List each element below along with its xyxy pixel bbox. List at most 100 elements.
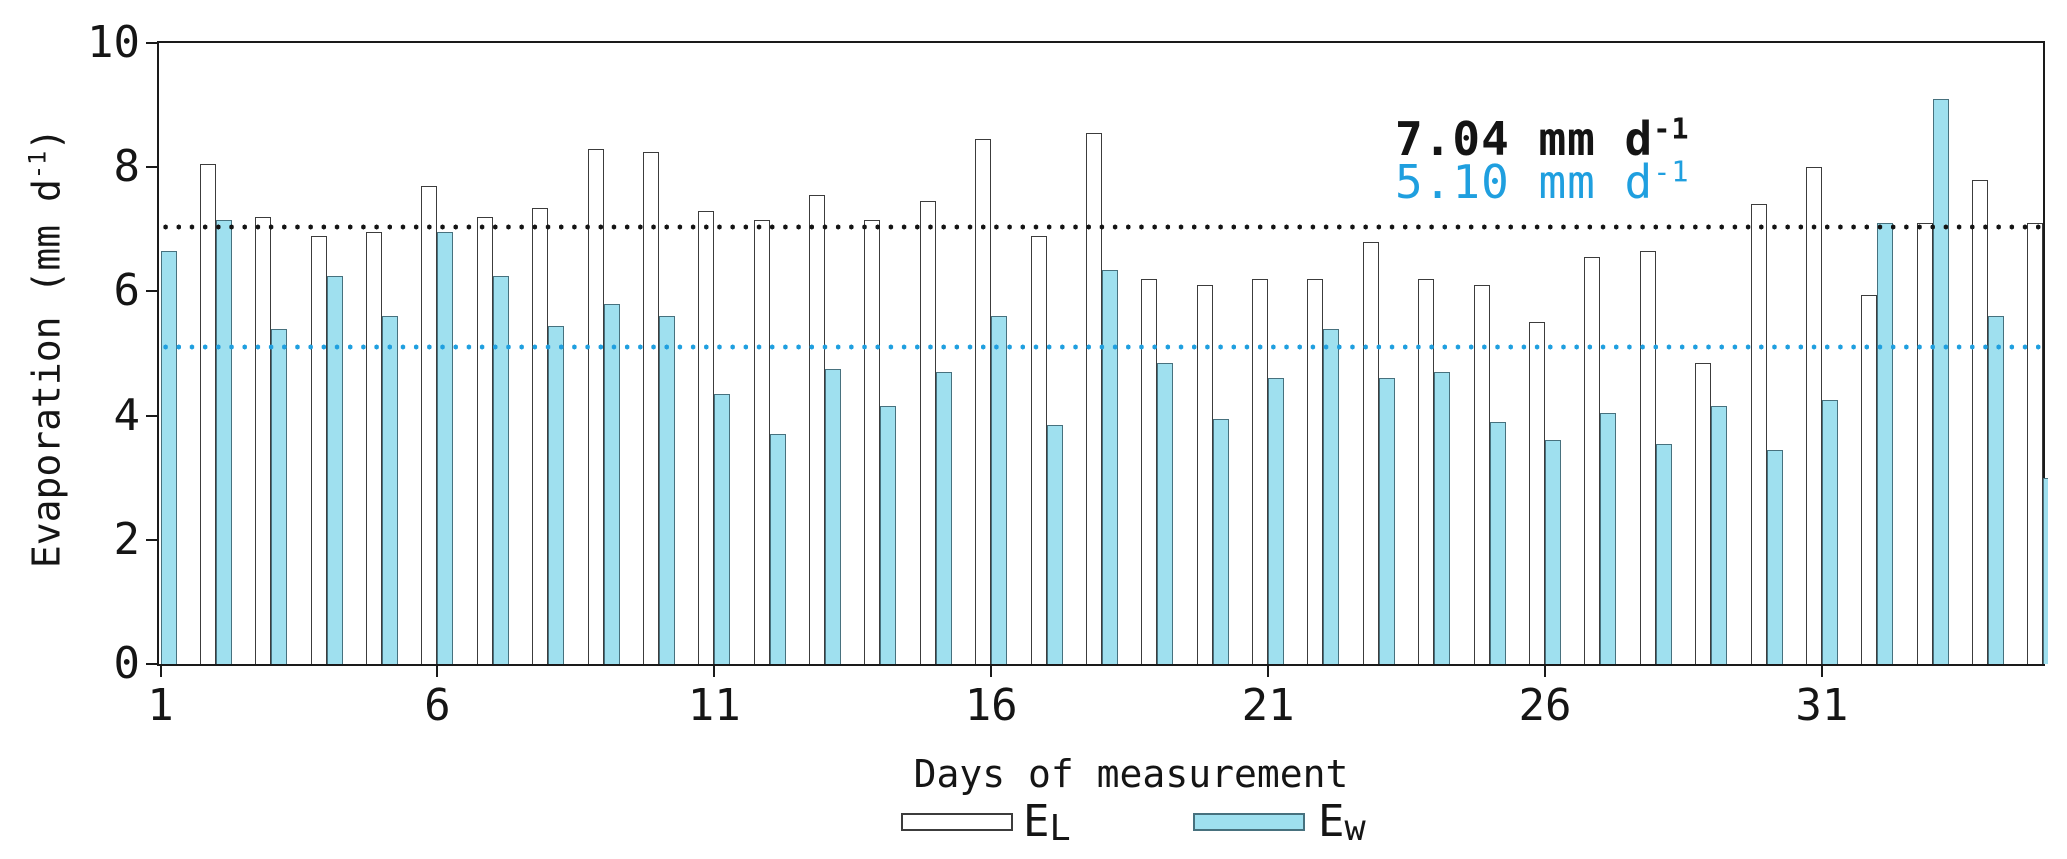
bar-el-day-9 (587, 148, 604, 664)
x-tick-16 (990, 664, 993, 677)
bar-ew-day-20 (1212, 418, 1229, 664)
bar-el-day-32 (1861, 294, 1878, 664)
bar-ew-day-19 (1157, 362, 1174, 664)
bar-el-day-19 (1141, 278, 1158, 664)
bar-ew-day-1 (160, 251, 177, 664)
el-mean-annotation: 7.04 mm d-1 (1395, 112, 1690, 166)
legend-label-ew-sub: w (1344, 808, 1366, 850)
x-tick-label-21: 21 (1241, 680, 1295, 731)
bar-el-day-11 (698, 210, 715, 664)
y-tick-label-0: 0 (113, 638, 141, 689)
bar-ew-day-2 (215, 220, 232, 664)
x-tick-26 (1544, 664, 1546, 677)
x-tick-11 (713, 664, 716, 677)
bar-ew-day-24 (1434, 372, 1451, 664)
bar-ew-day-4 (326, 275, 343, 664)
bar-ew-day-29 (1711, 406, 1728, 664)
bar-el-day-35 (2027, 223, 2044, 664)
bar-el-day-15 (919, 201, 936, 664)
bar-ew-day-7 (492, 275, 509, 664)
bar-ew-day-17 (1046, 424, 1063, 664)
x-axis-title: Days of measurement (913, 752, 1349, 796)
bar-el-day-33 (1916, 223, 1933, 664)
bar-el-day-30 (1750, 204, 1767, 664)
y-tick-label-4: 4 (113, 389, 141, 441)
bar-ew-day-14 (880, 406, 897, 664)
x-tick-label-31: 31 (1795, 680, 1849, 731)
legend-label-el-sub: L (1049, 808, 1071, 850)
x-tick-6 (436, 664, 439, 677)
bar-el-day-34 (1972, 179, 1989, 664)
bar-ew-day-3 (271, 328, 288, 664)
ew-mean-value-text: 5.10 mm d (1395, 155, 1654, 209)
ew-mean-annotation: 5.10 mm d-1 (1395, 155, 1690, 209)
bar-el-day-25 (1473, 285, 1490, 664)
bar-ew-day-5 (382, 316, 399, 664)
bar-ew-day-35 (2043, 477, 2048, 664)
bar-ew-day-34 (1988, 316, 2005, 664)
bar-el-day-12 (753, 220, 770, 664)
y-axis-title-text: Evaporation (mm d (24, 179, 69, 569)
legend-swatch-ew (1193, 813, 1305, 831)
x-tick-label-16: 16 (964, 680, 1018, 731)
bar-ew-day-25 (1489, 421, 1506, 664)
x-tick-label-26: 26 (1518, 680, 1572, 731)
bar-el-day-14 (864, 220, 881, 664)
bar-ew-day-32 (1877, 223, 1894, 664)
bar-ew-day-22 (1323, 328, 1340, 664)
y-tick-label-6: 6 (113, 265, 141, 317)
bar-ew-day-31 (1821, 400, 1838, 664)
plot-area (146, 41, 2048, 677)
y-tick-0 (146, 663, 159, 665)
legend-label-el-main: E (1023, 796, 1050, 847)
ew-mean-superscript: -1 (1653, 155, 1690, 189)
bar-ew-day-21 (1268, 378, 1285, 664)
legend-label-ew: Ew (1318, 796, 1366, 850)
bar-el-day-13 (809, 195, 826, 664)
y-tick-label-8: 8 (113, 141, 141, 193)
bar-ew-day-6 (437, 232, 454, 664)
mean-line-ew (159, 344, 2043, 351)
bar-el-day-7 (476, 216, 493, 664)
y-tick-2 (146, 538, 159, 541)
bar-ew-day-11 (714, 393, 731, 664)
bar-ew-day-30 (1766, 449, 1783, 664)
legend-label-el: EL (1023, 796, 1071, 850)
y-tick-label-2: 2 (113, 513, 141, 565)
legend-swatch-el (901, 813, 1013, 831)
bar-el-day-8 (532, 207, 549, 664)
bar-el-day-4 (310, 235, 327, 664)
bar-el-day-29 (1695, 362, 1712, 664)
bar-el-day-28 (1639, 251, 1656, 664)
bar-el-day-23 (1362, 241, 1379, 664)
x-tick-label-11: 11 (687, 680, 741, 731)
bar-el-day-17 (1030, 235, 1047, 664)
bar-el-day-24 (1418, 278, 1435, 664)
bar-ew-day-33 (1932, 98, 1949, 664)
bar-el-day-31 (1805, 167, 1822, 664)
bar-ew-day-28 (1655, 443, 1672, 664)
x-tick-1 (159, 664, 162, 677)
x-tick-label-6: 6 (424, 680, 451, 731)
bar-el-day-3 (255, 216, 272, 664)
el-mean-superscript: -1 (1653, 112, 1690, 146)
bar-el-day-2 (199, 164, 216, 664)
bar-ew-day-9 (603, 303, 620, 664)
y-tick-10 (146, 42, 159, 44)
x-tick-label-1: 1 (147, 680, 174, 731)
y-tick-6 (146, 290, 159, 293)
x-tick-31 (1820, 664, 1823, 677)
bar-ew-day-12 (769, 434, 786, 664)
bar-el-day-16 (975, 139, 992, 664)
bar-ew-day-10 (658, 316, 675, 664)
bar-ew-day-26 (1545, 440, 1561, 664)
bar-ew-day-15 (935, 372, 952, 664)
x-tick-21 (1267, 664, 1270, 677)
bar-el-day-20 (1196, 285, 1213, 664)
bar-ew-day-16 (991, 316, 1008, 664)
bar-ew-day-18 (1101, 269, 1118, 664)
bar-ew-day-13 (825, 369, 842, 664)
y-tick-label-10: 10 (87, 17, 140, 68)
y-axis-title: Evaporation (mm d-1) (24, 128, 69, 568)
mean-line-el (159, 223, 2043, 230)
